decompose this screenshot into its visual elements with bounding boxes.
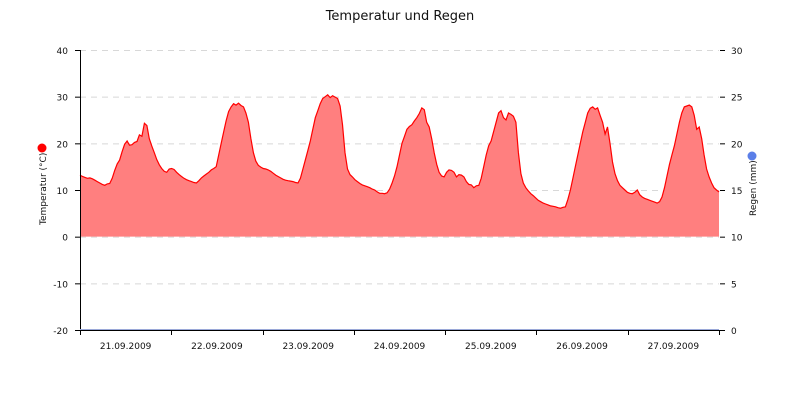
- y-axis-left-title: Temperatur (°C): [39, 153, 49, 226]
- temperature-line[interactable]: [79, 93, 720, 209]
- y-axis-right-title: Regen (mm): [749, 160, 759, 216]
- y-axis-left: 40 30 20 10 0 -10 -20: [53, 47, 80, 337]
- y2-tick-label: 20: [731, 140, 743, 150]
- chart-title: Temperatur und Regen: [325, 9, 475, 24]
- y2-tick-label: 5: [731, 280, 737, 290]
- x-tick-label: 27.09.2009: [648, 342, 700, 352]
- x-tick-label: 23.09.2009: [282, 342, 334, 352]
- x-axis: 21.09.2009 22.09.2009 23.09.2009 24.09.2009…: [80, 330, 720, 352]
- y-tick-label: 20: [57, 140, 69, 150]
- y-tick-label: 0: [62, 234, 68, 244]
- y-tick-label: 10: [57, 187, 69, 197]
- legend-rain-marker-icon[interactable]: [747, 151, 757, 161]
- legend-temperature-marker-icon[interactable]: [37, 143, 47, 153]
- temperature-area[interactable]: [80, 94, 719, 237]
- y-tick-label: 40: [57, 47, 69, 57]
- y-tick-label: -20: [53, 327, 68, 337]
- y2-tick-label: 10: [731, 234, 743, 244]
- y2-tick-label: 30: [731, 47, 743, 57]
- x-tick-label: 26.09.2009: [556, 342, 608, 352]
- y-tick-label: -10: [53, 280, 68, 290]
- y2-tick-label: 15: [731, 187, 742, 197]
- y2-tick-label: 25: [731, 94, 742, 104]
- y-axis-right: 30 25 20 15 10 5 0: [720, 47, 743, 337]
- y2-tick-label: 0: [731, 327, 737, 337]
- x-tick-label: 25.09.2009: [465, 342, 517, 352]
- x-tick-label: 21.09.2009: [100, 342, 152, 352]
- x-tick-label: 24.09.2009: [374, 342, 426, 352]
- axes: [76, 50, 723, 331]
- y-tick-label: 30: [57, 94, 69, 104]
- x-tick-label: 22.09.2009: [191, 342, 243, 352]
